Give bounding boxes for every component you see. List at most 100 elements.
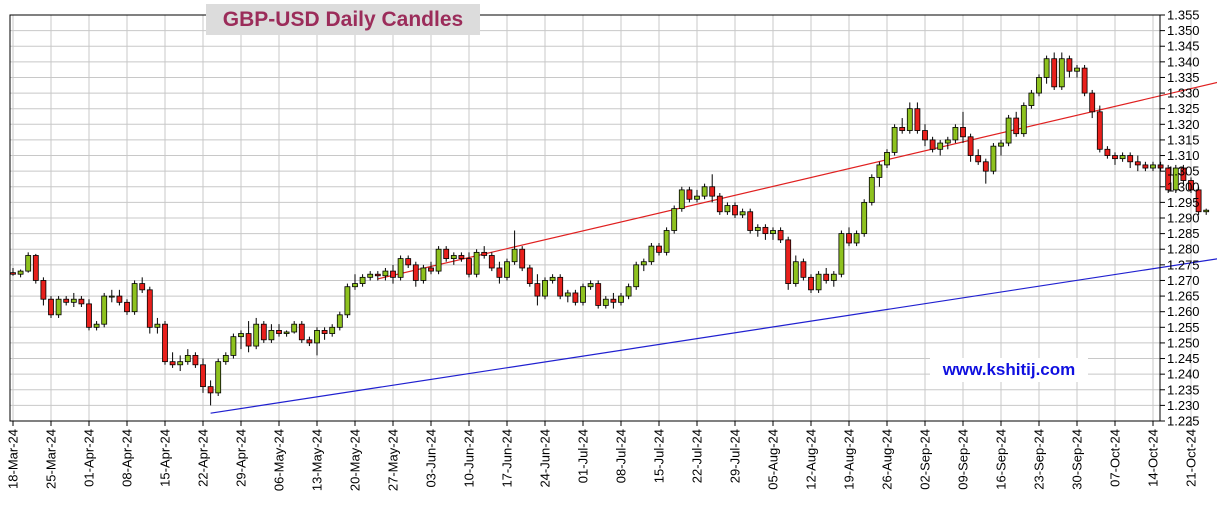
candle-body bbox=[1006, 118, 1011, 143]
candle bbox=[824, 268, 829, 284]
x-tick-label: 22-Apr-24 bbox=[196, 429, 211, 487]
candle bbox=[877, 162, 882, 187]
candle-body bbox=[1082, 68, 1087, 93]
candle bbox=[337, 312, 342, 331]
candle-body bbox=[368, 274, 373, 277]
candle bbox=[94, 321, 99, 330]
candle bbox=[550, 274, 555, 283]
watermark-text: www.kshitij.com bbox=[943, 360, 1076, 380]
candle bbox=[626, 284, 631, 300]
candle bbox=[778, 227, 783, 243]
candle-body bbox=[892, 127, 897, 152]
candle-body bbox=[436, 249, 441, 271]
candle bbox=[991, 143, 996, 174]
candle bbox=[444, 246, 449, 262]
candle bbox=[489, 252, 494, 271]
candle-body bbox=[1037, 77, 1042, 93]
candle bbox=[983, 159, 988, 184]
candle-body bbox=[254, 324, 259, 346]
candle-body bbox=[246, 334, 251, 346]
candle bbox=[938, 140, 943, 156]
candle bbox=[239, 330, 244, 349]
candle-body bbox=[1158, 165, 1163, 168]
candle-body bbox=[771, 230, 776, 233]
candle bbox=[816, 271, 821, 293]
y-tick-label: 1.340 bbox=[1167, 54, 1200, 69]
candle-body bbox=[968, 137, 973, 156]
y-tick-label: 1.225 bbox=[1167, 414, 1200, 429]
candle-body bbox=[695, 196, 700, 199]
candle-body bbox=[565, 293, 570, 296]
candle bbox=[953, 124, 958, 143]
candle bbox=[315, 327, 320, 355]
candle-body bbox=[885, 152, 890, 164]
y-tick-label: 1.285 bbox=[1167, 226, 1200, 241]
candle bbox=[18, 270, 23, 278]
x-tick-label: 23-Sep-24 bbox=[1032, 429, 1047, 490]
candle-body bbox=[862, 202, 867, 233]
candle bbox=[748, 209, 753, 234]
y-tick-label: 1.240 bbox=[1167, 367, 1200, 382]
candle bbox=[1135, 156, 1140, 172]
candle-body bbox=[725, 206, 730, 212]
x-tick-label: 15-Apr-24 bbox=[158, 429, 173, 487]
y-tick-label: 1.290 bbox=[1167, 211, 1200, 226]
x-tick-label: 27-May-24 bbox=[386, 429, 401, 491]
candle bbox=[11, 268, 16, 276]
y-tick-label: 1.300 bbox=[1167, 179, 1200, 194]
candle-body bbox=[337, 315, 342, 327]
candle bbox=[801, 259, 806, 281]
candle-body bbox=[1021, 106, 1026, 134]
candle-body bbox=[839, 234, 844, 275]
candle bbox=[520, 246, 525, 271]
candle-body bbox=[710, 187, 715, 196]
candle-body bbox=[801, 262, 806, 278]
candle bbox=[1151, 162, 1156, 171]
candle bbox=[1120, 152, 1125, 161]
candle-body bbox=[178, 362, 183, 365]
candle bbox=[854, 230, 859, 246]
candle-body bbox=[330, 327, 335, 333]
candle bbox=[892, 124, 897, 155]
y-tick-label: 1.315 bbox=[1167, 132, 1200, 147]
candle bbox=[558, 274, 563, 299]
candle bbox=[945, 137, 950, 149]
candle-body bbox=[1113, 156, 1118, 159]
candle-body bbox=[672, 209, 677, 231]
candle bbox=[771, 227, 776, 239]
candle bbox=[467, 252, 472, 277]
candle-body bbox=[1029, 93, 1034, 105]
candle-body bbox=[406, 259, 411, 265]
candle bbox=[147, 287, 152, 334]
candle-body bbox=[809, 277, 814, 289]
candle bbox=[170, 352, 175, 368]
x-tick-label: 26-Aug-24 bbox=[880, 429, 895, 490]
candle-body bbox=[641, 262, 646, 265]
candle bbox=[261, 321, 266, 343]
candle bbox=[292, 321, 297, 333]
y-tick-label: 1.355 bbox=[1167, 8, 1200, 23]
candle-body bbox=[299, 324, 304, 340]
candle bbox=[786, 237, 791, 290]
x-tick-label: 14-Oct-24 bbox=[1146, 429, 1161, 487]
candle-body bbox=[543, 280, 548, 296]
candle bbox=[413, 262, 418, 287]
candle-body bbox=[603, 299, 608, 305]
y-tick-label: 1.320 bbox=[1167, 117, 1200, 132]
candle bbox=[193, 352, 198, 368]
candle bbox=[284, 330, 289, 336]
candle bbox=[201, 359, 206, 393]
candle bbox=[862, 199, 867, 236]
candle-body bbox=[1075, 68, 1080, 71]
candle bbox=[915, 102, 920, 133]
candle-body bbox=[239, 334, 244, 337]
x-tick-label: 22-Jul-24 bbox=[690, 429, 705, 483]
candle-body bbox=[33, 255, 38, 280]
candle bbox=[885, 149, 890, 168]
candle-body bbox=[634, 265, 639, 287]
candle-body bbox=[991, 146, 996, 171]
candle-body bbox=[740, 212, 745, 215]
candle bbox=[1128, 152, 1133, 168]
x-tick-label: 24-Jun-24 bbox=[538, 429, 553, 488]
